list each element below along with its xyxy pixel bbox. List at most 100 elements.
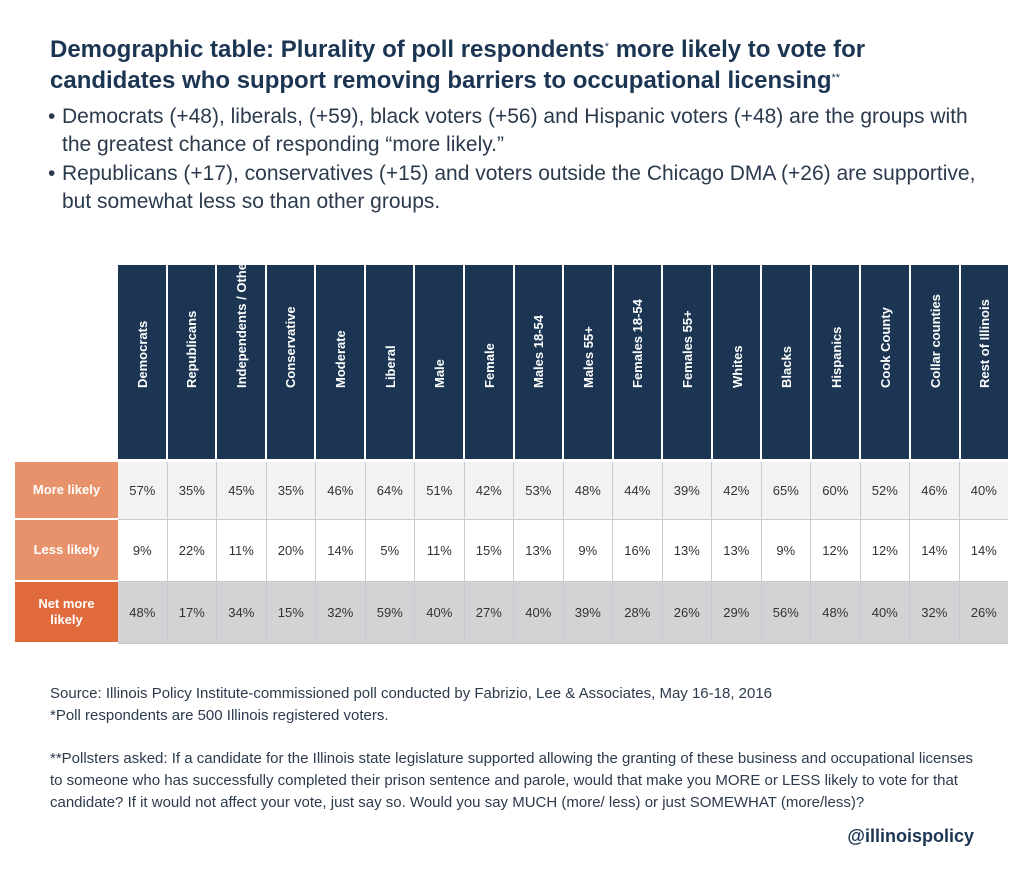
column-header-label: Liberal: [382, 345, 398, 388]
table-cell: 9%: [761, 520, 811, 582]
row-cells: 57% 35% 45% 35% 46% 64% 51% 42% 53% 48% 44% 39% 42% 6…: [118, 462, 1008, 520]
column-header: Females 55+: [663, 265, 713, 459]
table-cell: 29%: [712, 582, 762, 644]
source-block: Source: Illinois Policy Institute-commis…: [50, 683, 990, 727]
table-cell: 42%: [464, 462, 514, 520]
column-header-label: Rest of Illinois: [977, 299, 993, 388]
table-cell: 11%: [217, 520, 267, 582]
table-row-net-more-likely: Net more likely 48% 17% 34% 15% 32% 59% 40% 27%…: [15, 582, 1008, 644]
column-header-label: Blacks: [779, 346, 795, 388]
bullet-text: Democrats (+48), liberals, (+59), black …: [62, 105, 968, 156]
column-header: Female: [464, 265, 515, 459]
social-handle: @illinoispolicy: [847, 826, 974, 846]
summary-bullets: • Democrats (+48), liberals, (+59), blac…: [48, 103, 988, 217]
column-header: Whites: [712, 265, 763, 459]
table-cell: 9%: [118, 520, 168, 582]
column-header: Conservative: [266, 265, 317, 459]
table-cell: 53%: [514, 462, 564, 520]
column-header: Females 18-54: [613, 265, 664, 459]
table-row-more-likely: More likely 57% 35% 45% 35% 46% 64% 51% 42% 53% 4…: [15, 462, 1008, 520]
table-cell: 65%: [761, 462, 811, 520]
table-cell: 60%: [811, 462, 861, 520]
table-cell: 40%: [514, 582, 564, 644]
chart-title: Demographic table: Plurality of poll res…: [50, 34, 990, 96]
column-header-label: Males 18-54: [531, 315, 547, 388]
title-footnote-mark-2: **: [831, 72, 841, 84]
column-header: Democrats: [118, 265, 168, 459]
table-cell: 45%: [217, 462, 267, 520]
table-cell: 48%: [811, 582, 861, 644]
row-cells: 48% 17% 34% 15% 32% 59% 40% 27% 40% 39% 28% 26% 29% 5…: [118, 582, 1008, 644]
column-header-label: Male: [432, 359, 448, 388]
bullet-text: Republicans (+17), conservatives (+15) a…: [62, 162, 976, 213]
column-header-label: Cook County: [878, 307, 894, 388]
column-header-label: Hispanics: [828, 326, 844, 388]
table-cell: 13%: [712, 520, 762, 582]
column-header-label: Republicans: [184, 310, 200, 388]
table-cell: 11%: [415, 520, 465, 582]
column-header-label: Female: [481, 343, 497, 388]
row-label-less-likely: Less likely: [15, 520, 118, 582]
table-cell: 51%: [415, 462, 465, 520]
table-cell: 39%: [563, 582, 613, 644]
table-cell: 35%: [167, 462, 217, 520]
column-header: Blacks: [762, 265, 812, 459]
table-cell: 57%: [118, 462, 168, 520]
net-label-text: Net more likely: [38, 596, 95, 627]
column-header-label: Moderate: [333, 330, 349, 388]
table-cell: 15%: [464, 520, 514, 582]
column-header-label: Conservative: [283, 306, 299, 388]
table-row-less-likely: Less likely 9% 22% 11% 20% 14% 5% 11% 15% 13% 9% 1…: [15, 520, 1008, 582]
column-header: Hispanics: [811, 265, 862, 459]
column-header: Independents / Other: [217, 265, 267, 459]
column-header-label: Females 18-54: [630, 299, 646, 388]
column-header: Male: [415, 265, 465, 459]
bullet-item: • Democrats (+48), liberals, (+59), blac…: [48, 103, 988, 159]
column-header: Collar counties: [911, 265, 961, 459]
table-cell: 35%: [266, 462, 316, 520]
column-header: Liberal: [365, 265, 416, 459]
column-header-label: Females 55+: [679, 310, 695, 388]
respondents-note: *Poll respondents are 500 Illinois regis…: [50, 707, 389, 724]
table-cell: 56%: [761, 582, 811, 644]
table-cell: 46%: [316, 462, 366, 520]
bullet-item: • Republicans (+17), conservatives (+15)…: [48, 160, 988, 216]
table-cell: 15%: [266, 582, 316, 644]
table-cell: 48%: [563, 462, 613, 520]
column-header: Republicans: [167, 265, 218, 459]
table-cell: 14%: [316, 520, 366, 582]
table-cell: 12%: [811, 520, 861, 582]
title-footnote-mark-1: *: [604, 41, 610, 53]
table-cell: 32%: [910, 582, 960, 644]
column-header: Rest of Illinois: [960, 265, 1009, 459]
pollster-question-note: **Pollsters asked: If a candidate for th…: [50, 750, 974, 811]
bullet-dot: •: [48, 105, 56, 128]
table-cell: 14%: [959, 520, 1008, 582]
table-cell: 22%: [167, 520, 217, 582]
table-cell: 42%: [712, 462, 762, 520]
table-cell: 26%: [959, 582, 1008, 644]
table-cell: 20%: [266, 520, 316, 582]
table-cell: 16%: [613, 520, 663, 582]
table-cell: 5%: [365, 520, 415, 582]
column-header: Cook County: [861, 265, 911, 459]
table-cell: 40%: [415, 582, 465, 644]
row-label-more-likely: More likely: [15, 462, 118, 520]
column-header: Males 18-54: [514, 265, 565, 459]
table-cell: 26%: [662, 582, 712, 644]
column-header: Moderate: [316, 265, 366, 459]
table-cell: 59%: [365, 582, 415, 644]
table-cell: 13%: [514, 520, 564, 582]
table-cell: 34%: [217, 582, 267, 644]
table-cell: 39%: [662, 462, 712, 520]
source-line: Source: Illinois Policy Institute-commis…: [50, 685, 773, 702]
table-cell: 14%: [910, 520, 960, 582]
title-line-2: candidates who support removing barriers…: [50, 67, 832, 94]
column-header-label: Whites: [729, 345, 745, 388]
table-cell: 28%: [613, 582, 663, 644]
column-header-label: Collar counties: [927, 294, 943, 388]
table-cell: 13%: [662, 520, 712, 582]
row-cells: 9% 22% 11% 20% 14% 5% 11% 15% 13% 9% 16% 13% 13% 9% 12…: [118, 520, 1008, 582]
table-cell: 44%: [613, 462, 663, 520]
column-headers: Democrats Republicans Independents / Other…: [118, 265, 1009, 459]
